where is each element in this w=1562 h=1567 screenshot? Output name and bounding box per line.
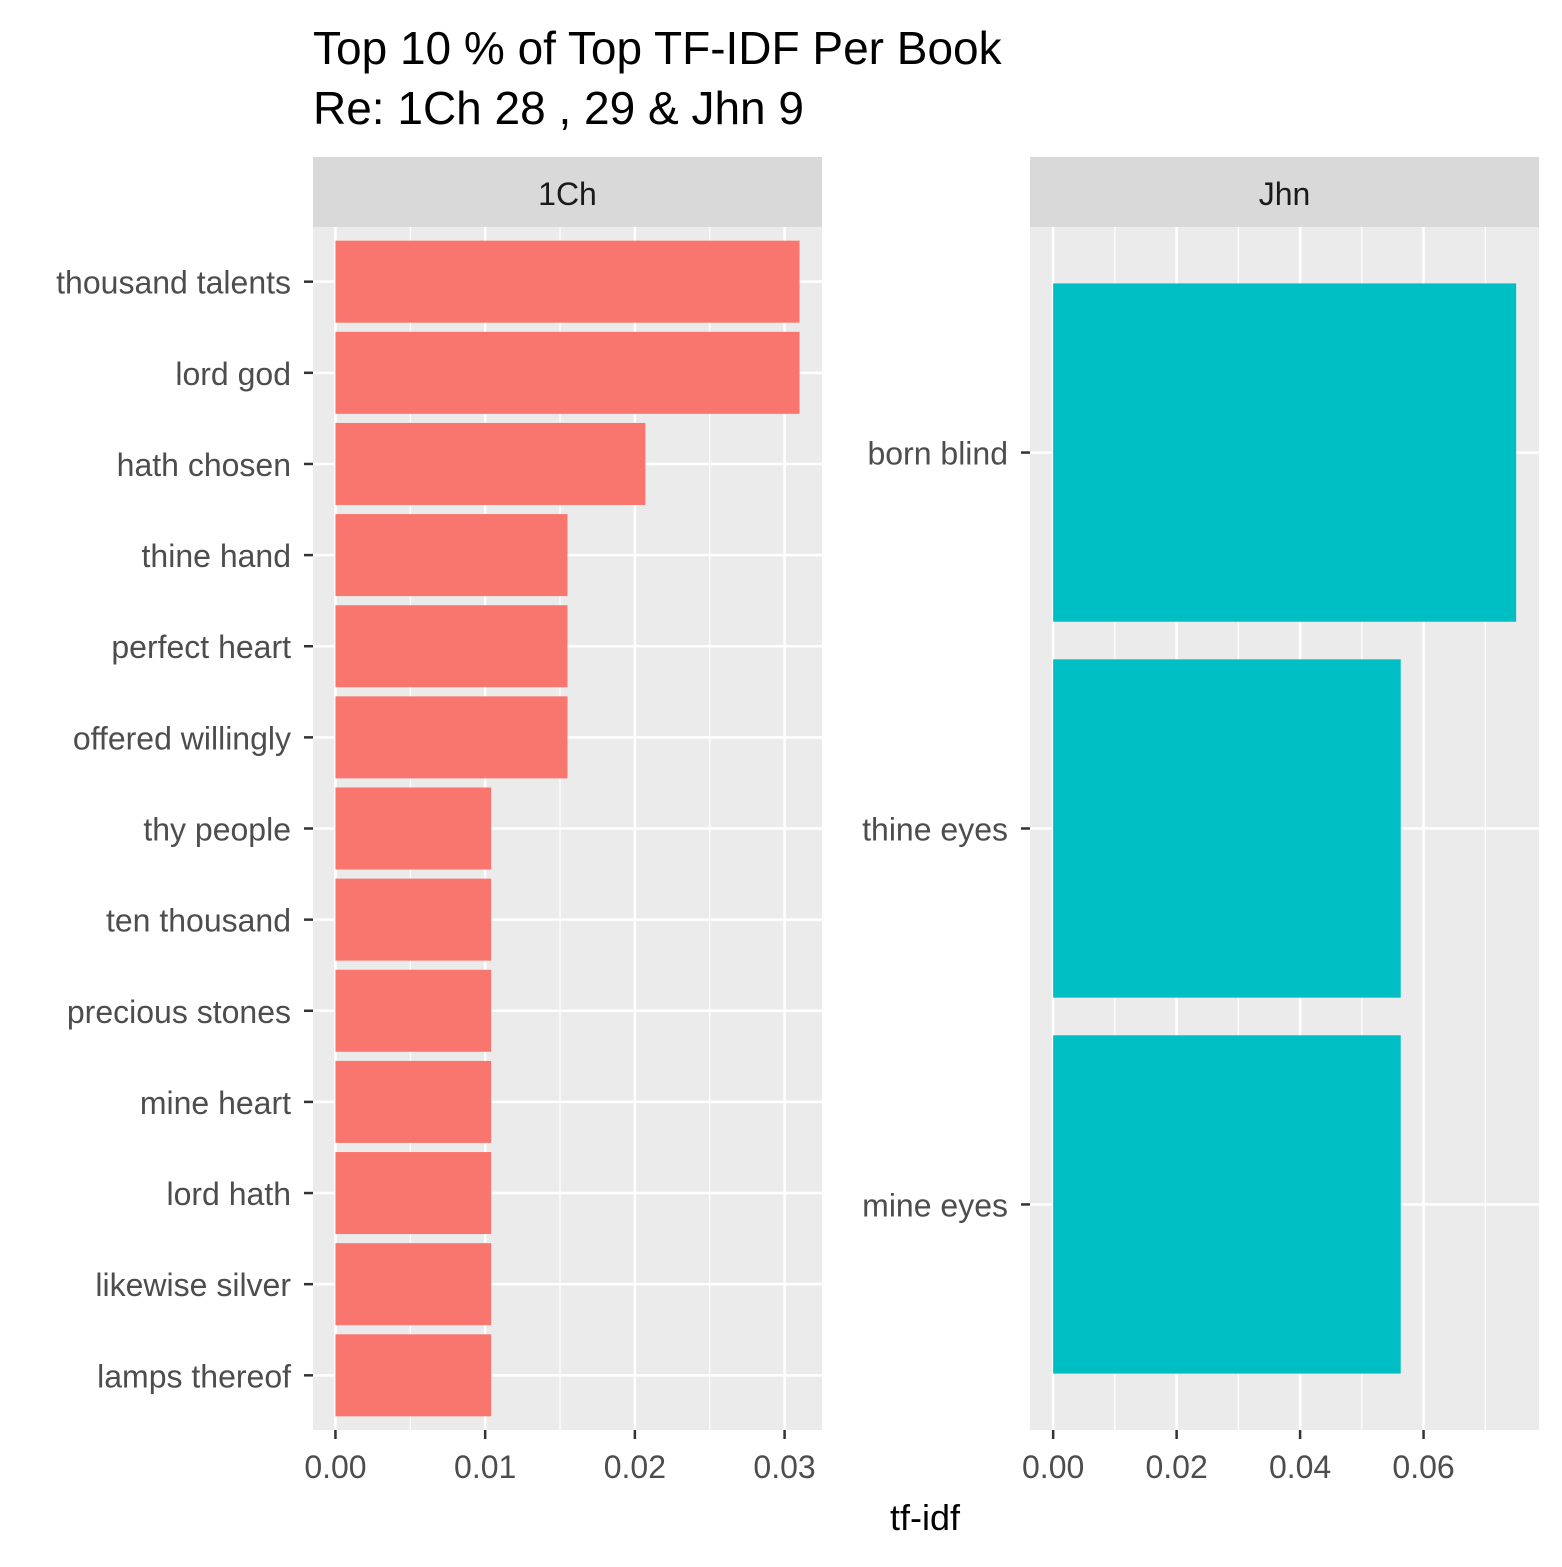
y-tick-label: mine heart xyxy=(140,1085,291,1121)
bar xyxy=(335,422,646,505)
bar xyxy=(335,696,568,779)
y-tick-label: thine eyes xyxy=(862,812,1008,848)
y-tick-label: lamps thereof xyxy=(97,1358,291,1394)
bar xyxy=(335,240,800,323)
x-tick-label: 0.02 xyxy=(604,1449,666,1485)
x-axis-title: tf-idf xyxy=(890,1497,961,1538)
y-tick-label: precious stones xyxy=(67,994,291,1030)
bar xyxy=(335,605,568,688)
x-tick-label: 0.06 xyxy=(1392,1449,1454,1485)
facet-panels: 1Ch thousand talents lord god hath chosen th… xyxy=(56,157,1539,1485)
x-tick-label: 0.03 xyxy=(753,1449,815,1485)
y-tick-label: perfect heart xyxy=(111,629,291,665)
chart-subtitle: Re: 1Ch 28 , 29 & Jhn 9 xyxy=(313,82,804,134)
bar xyxy=(335,331,800,414)
bar xyxy=(335,514,568,597)
facet-panel-1ch: 1Ch thousand talents lord god hath chosen th… xyxy=(56,157,822,1485)
facet-panel-jhn: Jhn born blind thine eyes mine eyes 0.00 0.02… xyxy=(862,157,1539,1485)
facet-strip-label: Jhn xyxy=(1259,176,1311,212)
y-tick-label: likewise silver xyxy=(95,1267,291,1303)
bar xyxy=(335,878,492,961)
chart-title: Top 10 % of Top TF-IDF Per Book xyxy=(313,22,1003,74)
bar xyxy=(1053,1035,1401,1374)
y-tick-label: thy people xyxy=(143,812,291,848)
x-tick-label: 0.02 xyxy=(1145,1449,1207,1485)
bar xyxy=(335,787,492,870)
bar xyxy=(1053,659,1401,998)
y-tick-label: offered willingly xyxy=(73,720,291,756)
bar xyxy=(335,1243,492,1326)
x-tick-label: 0.01 xyxy=(454,1449,516,1485)
x-tick-label: 0.00 xyxy=(304,1449,366,1485)
x-tick-label: 0.00 xyxy=(1022,1449,1084,1485)
x-tick-label: 0.04 xyxy=(1269,1449,1331,1485)
bar xyxy=(1053,283,1517,622)
bar xyxy=(335,1334,492,1417)
y-tick-label: thousand talents xyxy=(56,265,291,301)
bar xyxy=(335,1060,492,1143)
facet-strip-label: 1Ch xyxy=(538,176,597,212)
y-tick-label: lord god xyxy=(175,356,291,392)
y-tick-label: born blind xyxy=(867,436,1008,472)
y-tick-label: hath chosen xyxy=(117,447,291,483)
y-tick-label: thine hand xyxy=(142,538,291,574)
facet-strip xyxy=(1030,157,1539,227)
y-tick-label: mine eyes xyxy=(862,1187,1008,1223)
bar xyxy=(335,969,492,1052)
bar xyxy=(335,1152,492,1235)
y-tick-label: lord hath xyxy=(166,1176,291,1212)
facet-strip xyxy=(313,157,822,227)
y-tick-label: ten thousand xyxy=(106,903,291,939)
